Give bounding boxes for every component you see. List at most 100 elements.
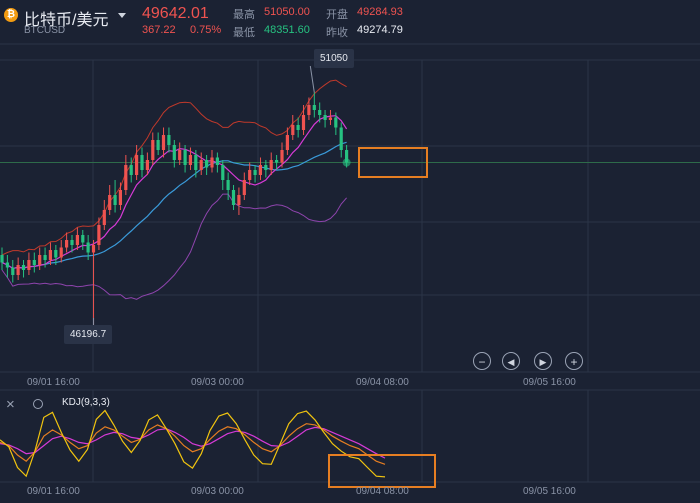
low-label: 最低: [233, 27, 255, 39]
candle-body: [301, 115, 306, 130]
candle-body: [210, 157, 214, 168]
min-price-label: 46196.7: [64, 325, 113, 344]
candle-body: [275, 160, 279, 163]
candle-body: [43, 255, 47, 260]
candle-body: [242, 180, 246, 195]
candle-body: [215, 157, 219, 165]
candle-body: [253, 170, 257, 175]
candle-body: [328, 117, 332, 120]
candle-body: [48, 250, 52, 260]
x-tick-label: 09/01 16:00: [27, 486, 80, 497]
candle-body: [237, 195, 241, 205]
boll-upper-line: [1, 79, 347, 256]
candle-body: [97, 225, 101, 245]
candle-body: [75, 235, 79, 245]
boll-lower-line: [1, 193, 347, 300]
candle-body: [65, 240, 69, 248]
zoom-out-button[interactable]: −: [473, 352, 491, 370]
candle-body: [291, 125, 295, 135]
candle-body: [172, 145, 176, 160]
max-price-label: 51050: [314, 49, 354, 68]
candle-body: [11, 267, 15, 275]
scroll-right-button[interactable]: ▶: [534, 352, 552, 370]
zoom-in-button[interactable]: +: [565, 352, 583, 370]
kdj-j-line: [0, 409, 386, 478]
candle-body: [188, 155, 192, 165]
candle-body: [285, 135, 289, 150]
open-value: 49284.93: [357, 6, 403, 18]
candle-body: [280, 150, 284, 163]
chevron-down-icon[interactable]: [118, 13, 126, 18]
candle-body: [151, 140, 155, 160]
x-tick-label: 09/01 16:00: [27, 377, 80, 388]
x-tick-label: 09/03 00:00: [191, 377, 244, 388]
x-tick-label: 09/04 08:00: [356, 486, 409, 497]
prev-close-label: 昨收: [326, 27, 348, 39]
price-change-pct: 0.75%: [190, 24, 222, 36]
candle-body: [339, 127, 343, 150]
candle-body: [199, 160, 203, 170]
scroll-left-button[interactable]: ◀: [502, 352, 520, 370]
candle-body: [124, 165, 128, 190]
indicator-label: KDJ(9,3,3): [62, 397, 110, 408]
x-tick-label: 09/03 00:00: [191, 486, 244, 497]
candle-body: [264, 165, 268, 170]
candle-body: [312, 105, 316, 110]
candle-body: [178, 150, 182, 160]
current-price: 49642.01: [142, 5, 209, 22]
candle-body: [102, 210, 106, 225]
candle-body: [258, 165, 262, 175]
low-value: 48351.60: [264, 24, 310, 36]
candle-body: [32, 260, 36, 265]
high-value: 51050.00: [264, 6, 310, 18]
x-tick-label: 09/05 16:00: [523, 377, 576, 388]
highlight-box-kdj: [328, 454, 436, 488]
candle-body: [307, 105, 311, 115]
candle-body: [323, 115, 327, 120]
candle-body: [5, 262, 9, 268]
candle-body: [226, 180, 230, 190]
candle-body: [167, 135, 171, 145]
prev-close-value: 49274.79: [357, 24, 403, 36]
close-icon[interactable]: ×: [6, 396, 15, 413]
candle-body: [145, 160, 149, 170]
highlight-box-price: [358, 147, 428, 178]
gear-icon[interactable]: [33, 399, 43, 409]
candle-body: [345, 150, 349, 163]
price-change: 367.22: [142, 24, 176, 36]
candle-body: [205, 160, 209, 168]
candle-body: [161, 135, 166, 150]
candle-body: [296, 125, 300, 130]
candle-body: [221, 165, 225, 180]
candle-body: [194, 155, 198, 170]
candle-body: [54, 250, 58, 258]
candle-body: [156, 140, 160, 150]
max-marker-line: [309, 65, 315, 93]
candle-body: [0, 255, 4, 263]
ma-line: [1, 115, 348, 269]
candle-body: [183, 150, 187, 165]
candle-body: [70, 240, 74, 245]
bitcoin-icon: ₿: [4, 8, 18, 22]
candle-body: [86, 242, 90, 253]
candle-body: [113, 195, 117, 205]
candle-body: [27, 260, 31, 270]
candle-body: [135, 155, 139, 175]
candle-body: [81, 235, 85, 243]
symbol-code: BTCUSD: [24, 25, 66, 36]
candle-body: [59, 247, 63, 258]
candle-body: [129, 165, 133, 175]
candle-body: [231, 190, 236, 205]
candle-body: [108, 195, 112, 210]
symbol-title[interactable]: 比特币/美元: [24, 12, 109, 29]
ma-line: [1, 141, 347, 269]
candle-body: [21, 265, 26, 270]
candle-body: [140, 155, 144, 170]
candle-body: [318, 110, 322, 115]
candle-body: [334, 117, 338, 128]
candle-body: [38, 255, 42, 265]
candle-body: [248, 170, 252, 180]
candle-body: [118, 190, 122, 205]
current-price-dot: [342, 158, 351, 167]
